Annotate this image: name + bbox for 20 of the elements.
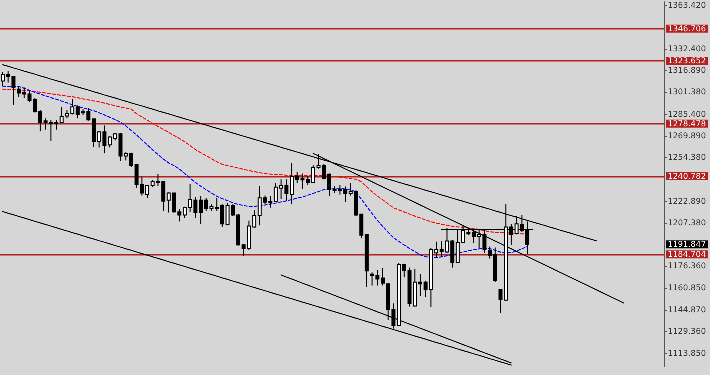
ref-line-label: 1346.706 [668, 24, 706, 34]
y-tick-label: 1316.890 [668, 66, 706, 75]
y-tick-label: 1269.890 [668, 131, 706, 140]
y-tick-label: 1254.380 [668, 153, 706, 162]
y-tick-label: 1144.870 [668, 306, 706, 315]
y-tick-label: 1176.360 [668, 262, 706, 271]
y-tick-label: 1285.400 [668, 110, 706, 119]
ref-line-label: 1278.478 [668, 119, 706, 128]
y-tick-label: 1363.420 [668, 1, 706, 10]
y-tick-label: 1301.380 [668, 88, 706, 97]
y-tick-label: 1207.380 [668, 218, 706, 228]
y-tick-label: 1160.850 [668, 283, 706, 292]
ref-line-label: 1323.652 [668, 56, 706, 66]
y-tick-label: 1113.850 [668, 348, 706, 358]
y-tick-label: 1332.400 [668, 44, 706, 54]
y-tick-label: 1129.360 [668, 327, 706, 336]
ref-line-label: 1184.704 [668, 250, 706, 260]
y-tick-label: 1222.890 [668, 196, 706, 206]
ref-line-label: 1240.782 [668, 172, 706, 181]
text: 1191.847 [668, 240, 706, 250]
